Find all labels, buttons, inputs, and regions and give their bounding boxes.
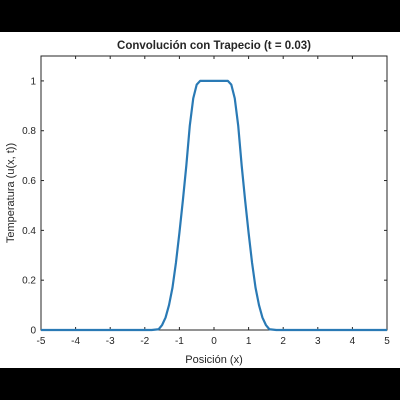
x-tick-label: 4: [350, 336, 356, 347]
y-tick-label: 0.2: [22, 276, 36, 287]
temperature-curve: [41, 79, 387, 332]
x-tick-label: 2: [280, 336, 286, 347]
y-tick-label: 1: [30, 76, 36, 87]
y-tick-label: 0: [30, 326, 36, 337]
x-tick-label: -2: [140, 336, 149, 347]
x-tick-label: 3: [315, 336, 321, 347]
line-chart: -5 -4 -3 -2 -1 0 1 2 3 4 5 0 0.2 0.4 0.6 0.8 1 Convoluc…: [5, 40, 390, 366]
y-tick-label: 0.6: [22, 176, 36, 187]
x-tick-label: 1: [246, 336, 252, 347]
chart-title: Convolución con Trapecio (t = 0.03): [117, 40, 311, 52]
y-tick-label: 0.4: [22, 226, 36, 237]
y-axis-label: Temperatura (u(x, t)): [5, 143, 17, 243]
x-ticks: -5 -4 -3 -2 -1 0 1 2 3 4 5: [37, 56, 390, 347]
y-tick-label: 0.8: [22, 126, 36, 137]
axes-box: [40, 55, 388, 331]
x-tick-label: -5: [37, 336, 46, 347]
y-ticks: 0 0.2 0.4 0.6 0.8 1: [22, 76, 387, 337]
x-tick-label: -4: [71, 336, 80, 347]
x-axis-label: Posición (x): [185, 354, 242, 366]
figure-area: -5 -4 -3 -2 -1 0 1 2 3 4 5 0 0.2 0.4 0.6 0.8 1 Convoluc…: [0, 32, 400, 368]
x-tick-label: -1: [175, 336, 184, 347]
x-tick-label: 5: [384, 336, 390, 347]
x-tick-label: 0: [211, 336, 217, 347]
x-tick-label: -3: [106, 336, 115, 347]
